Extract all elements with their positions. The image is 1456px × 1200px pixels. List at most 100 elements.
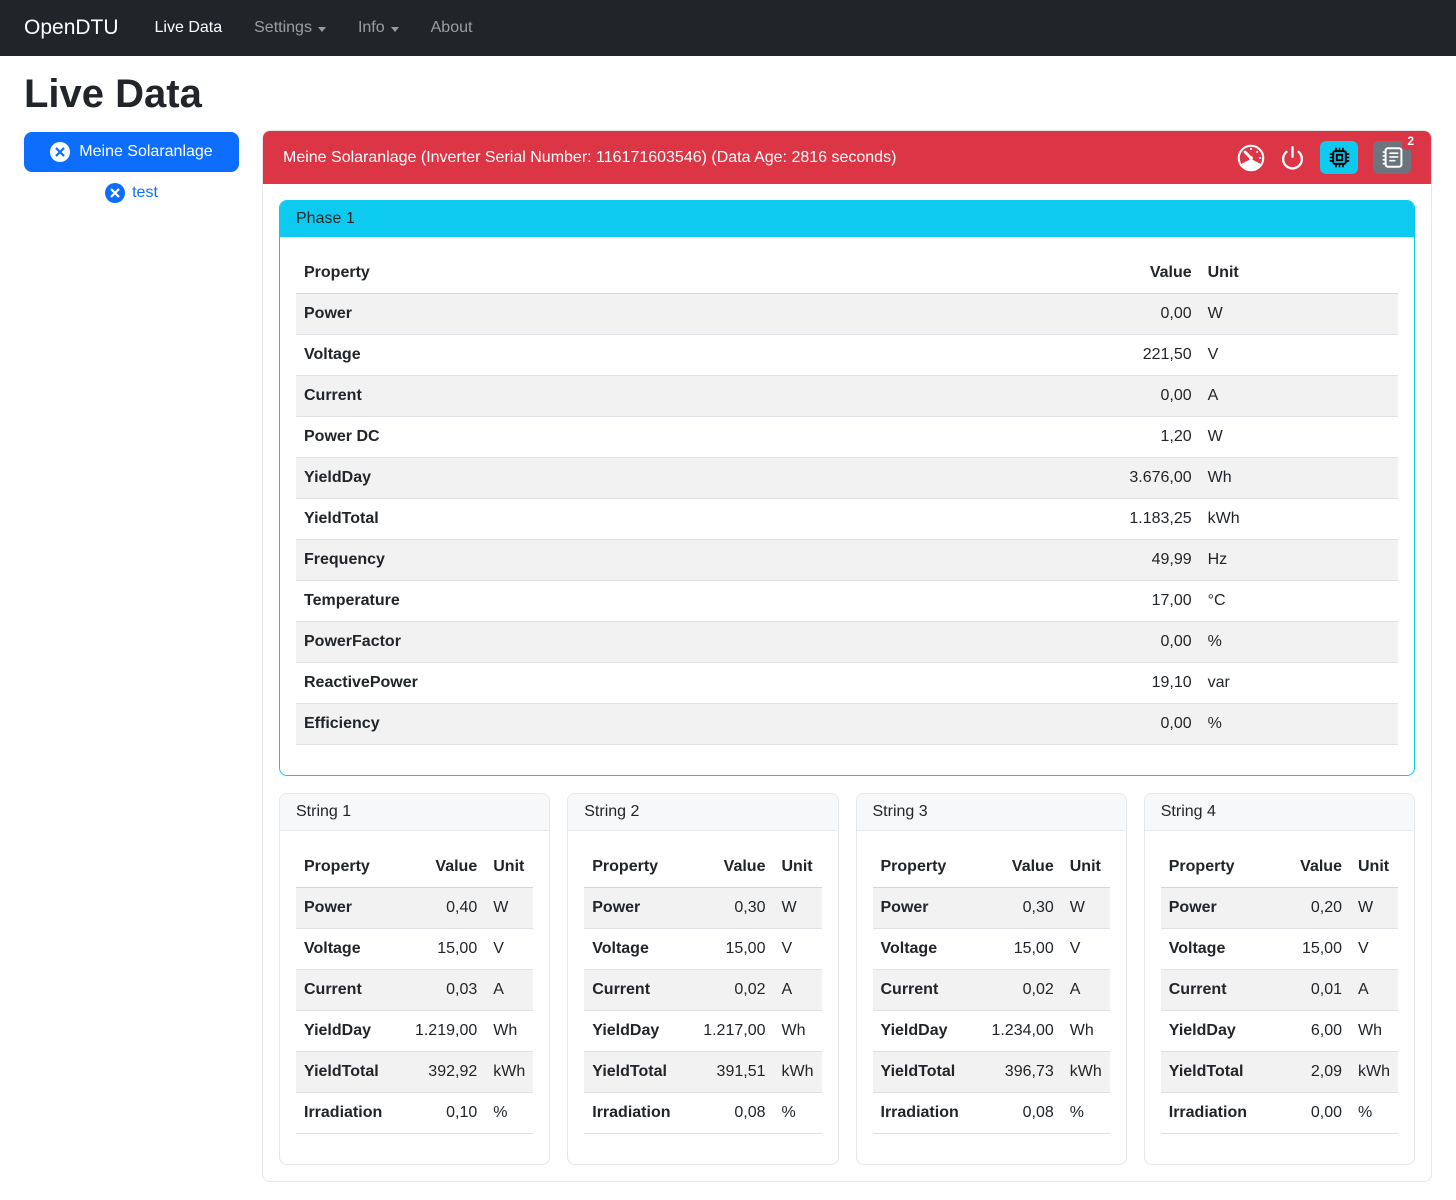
property-cell: Current [296, 969, 403, 1011]
value-cell: 1.217,00 [690, 1010, 774, 1052]
inverter-link-label: test [132, 184, 158, 201]
brand-logo[interactable]: OpenDTU [24, 16, 119, 39]
value-cell: 391,51 [690, 1051, 774, 1093]
string-card-2: String 2 Property Value Unit [567, 793, 839, 1165]
value-cell: 0,10 [402, 1092, 486, 1134]
table-row: Power 0,30 W [872, 887, 1110, 929]
unit-cell: % [485, 1092, 534, 1134]
unit-cell: A [1199, 375, 1398, 417]
unit-cell: V [773, 928, 822, 970]
page-title: Live Data [24, 72, 202, 116]
property-cell: Current [296, 375, 1024, 417]
string-card-body: Property Value Unit Power 0,30 W Voltage 15,… [568, 831, 837, 1164]
value-column-header: Value [978, 847, 1062, 888]
nav-item-label: Live Data [154, 19, 223, 36]
x-circle-icon [50, 142, 71, 162]
unit-cell: V [1349, 928, 1398, 970]
unit-column-header: Unit [773, 847, 822, 888]
inverter-select-button-meine-solaranlage[interactable]: Meine Solaranlage [24, 132, 239, 172]
value-cell: 1.219,00 [402, 1010, 486, 1052]
table-row: Irradiation 0,08% [872, 1092, 1110, 1134]
table-header-row: Property Value Unit [872, 847, 1110, 888]
value-cell: 0,00 [1023, 293, 1200, 335]
unit-column-header: Unit [1349, 847, 1398, 888]
property-cell: YieldDay [296, 1010, 403, 1052]
unit-cell: kWh [1349, 1051, 1398, 1093]
property-cell: Frequency [296, 539, 1024, 581]
value-cell: 3.676,00 [1023, 457, 1200, 499]
unit-column-header: Unit [485, 847, 534, 888]
property-cell: Voltage [296, 334, 1024, 376]
unit-cell: A [1349, 969, 1398, 1011]
value-cell: 15,00 [690, 928, 774, 970]
power-toggle-button[interactable] [1280, 145, 1305, 170]
value-cell: 2,09 [1267, 1051, 1350, 1093]
property-cell: Power [296, 293, 1024, 335]
unit-cell: A [485, 969, 534, 1011]
unit-cell: Hz [1199, 539, 1398, 581]
table-row: YieldDay 1.234,00 Wh [872, 1010, 1110, 1052]
unit-cell: A [1061, 969, 1110, 1011]
table-row: YieldTotal 392,92 kWh [296, 1051, 534, 1093]
table-row: Power 0,20 W [1160, 887, 1398, 929]
value-column-header: Value [1023, 253, 1200, 294]
inverter-button-label: Meine Solaranlage [79, 143, 213, 160]
string-card-1: String 1 Property Value Unit [279, 793, 551, 1165]
unit-cell: kWh [1199, 498, 1398, 540]
property-cell: Voltage [872, 928, 979, 970]
table-row: Irradiation 0,00% [1160, 1092, 1398, 1134]
value-cell: 1.183,25 [1023, 498, 1200, 540]
property-column-header: Property [872, 847, 979, 888]
phase-card: Phase 1 Property Value Unit Power 0,00 W Vo… [279, 200, 1415, 776]
property-cell: Current [872, 969, 979, 1011]
value-cell: 396,73 [978, 1051, 1062, 1093]
value-cell: 0,00 [1023, 621, 1200, 663]
table-row: Current 0,00 A [296, 375, 1398, 417]
table-header-row: Property Value Unit [584, 847, 822, 888]
property-column-header: Property [1160, 847, 1268, 888]
string-card-body: Property Value Unit Power 0,40 W Voltage 15,… [280, 831, 549, 1164]
nav-item-settings[interactable]: Settings [246, 11, 334, 45]
table-row: Current 0,02 A [584, 969, 822, 1011]
value-cell: 0,02 [978, 969, 1062, 1011]
unit-cell: var [1199, 662, 1398, 704]
property-cell: Voltage [1160, 928, 1268, 970]
table-row: YieldTotal 396,73 kWh [872, 1051, 1110, 1093]
property-cell: YieldDay [584, 1010, 691, 1052]
table-header-row: Property Value Unit [296, 253, 1398, 294]
unit-cell: A [773, 969, 822, 1011]
property-cell: Power [872, 887, 979, 929]
table-row: Temperature 17,00 °C [296, 580, 1398, 622]
speedometer-icon [1237, 144, 1265, 171]
nav-item-live-data[interactable]: Live Data [147, 11, 231, 45]
event-log-button[interactable]: 2 [1373, 132, 1419, 174]
limit-settings-button[interactable] [1237, 144, 1265, 172]
value-cell: 0,02 [690, 969, 774, 1011]
table-row: Power 0,00 W [296, 293, 1398, 335]
chevron-down-icon [317, 26, 326, 32]
property-cell: PowerFactor [296, 621, 1024, 663]
nav-item-info[interactable]: Info [350, 11, 407, 45]
string-card-title: String 4 [1144, 794, 1414, 831]
table-row: Current 0,03 A [296, 969, 534, 1011]
table-row: Power 0,30 W [584, 887, 822, 929]
table-row: Irradiation 0,10% [296, 1092, 534, 1134]
device-info-button[interactable] [1320, 141, 1358, 174]
unit-cell: Wh [1061, 1010, 1110, 1052]
value-cell: 0,08 [690, 1092, 774, 1134]
x-circle-icon [105, 183, 126, 203]
property-cell: Voltage [584, 928, 691, 970]
property-cell: ReactivePower [296, 662, 1024, 704]
table-row: Frequency 49,99 Hz [296, 539, 1398, 581]
value-cell: 17,00 [1023, 580, 1200, 622]
string-card-3: String 3 Property Value Unit [855, 793, 1127, 1165]
table-row: YieldTotal 391,51 kWh [584, 1051, 822, 1093]
inverter-select-link-test[interactable]: test [24, 183, 239, 203]
property-cell: YieldTotal [296, 498, 1024, 540]
inverter-header-text: Meine Solaranlage (Inverter Serial Numbe… [283, 148, 897, 166]
journal-icon [1382, 147, 1402, 168]
nav-item-about[interactable]: About [423, 11, 481, 45]
property-cell: YieldDay [296, 457, 1024, 499]
table-row: Power DC 1,20 W [296, 416, 1398, 458]
event-count-badge: 2 [1402, 132, 1419, 150]
